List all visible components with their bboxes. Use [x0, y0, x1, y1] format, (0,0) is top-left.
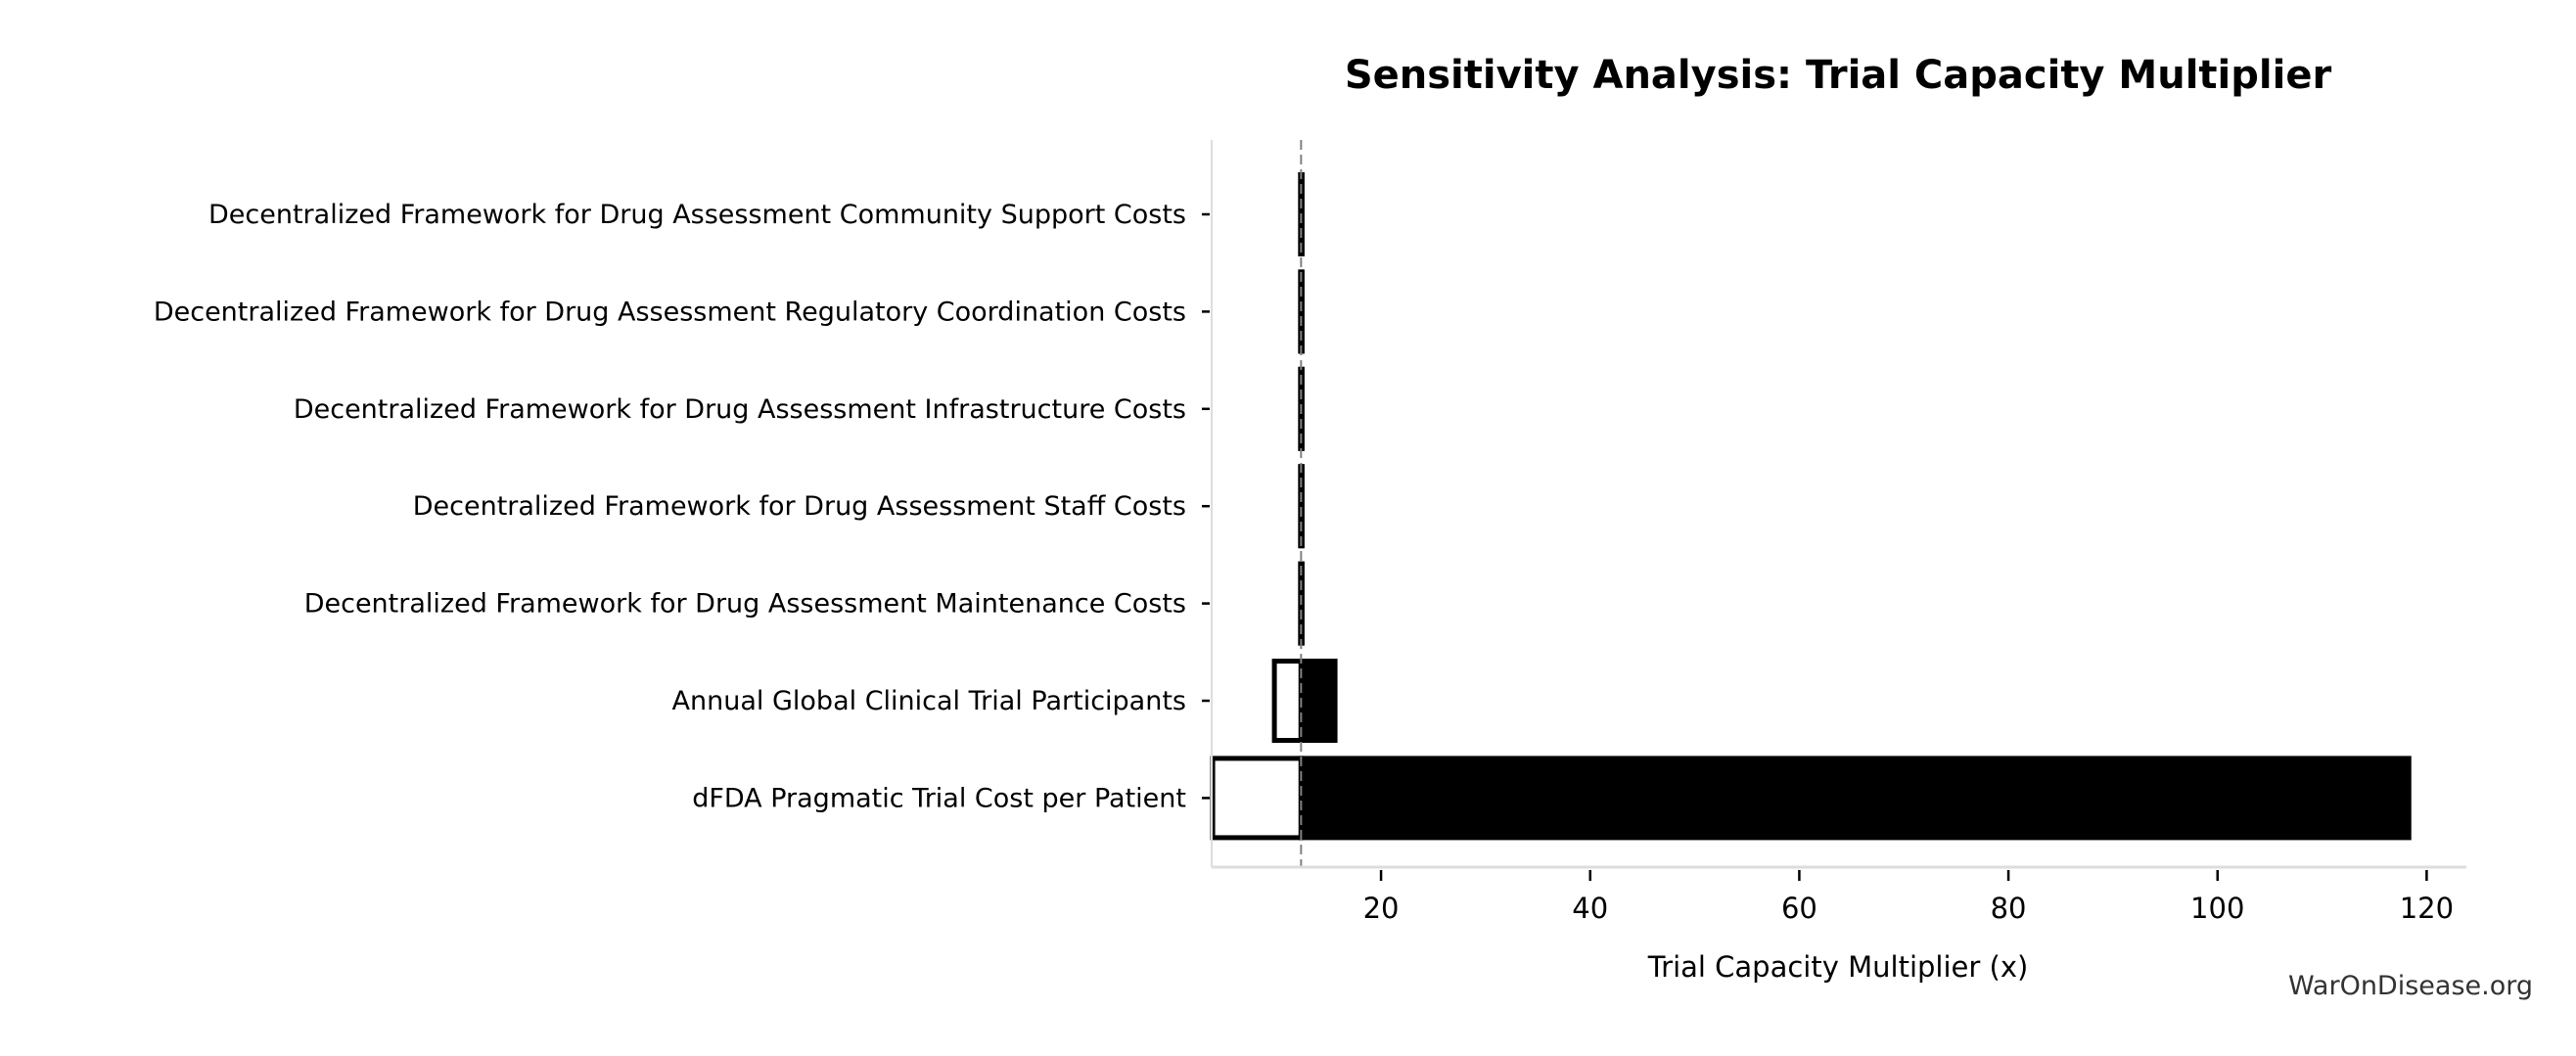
bar-high [1298, 659, 1338, 743]
x-tick-label: 40 [1572, 892, 1608, 925]
y-tick-label: Decentralized Framework for Drug Assessm… [208, 200, 1186, 230]
y-tick-label: Decentralized Framework for Drug Assessm… [304, 589, 1186, 620]
y-axis: Decentralized Framework for Drug Assessm… [154, 140, 1213, 867]
bar-low [1210, 756, 1304, 841]
y-tick-label: Decentralized Framework for Drug Assessm… [413, 491, 1186, 522]
bar-low [1271, 659, 1304, 743]
x-tick-label: 60 [1781, 892, 1817, 925]
x-tick-label: 80 [1991, 892, 2027, 925]
x-tick-label: 120 [2400, 892, 2454, 925]
bar-high [1298, 756, 2412, 841]
x-axis-label: Trial Capacity Multiplier (x) [1647, 950, 2029, 984]
bars-group [1210, 140, 2412, 867]
y-tick-label: Annual Global Clinical Trial Participant… [672, 686, 1186, 716]
x-tick-label: 100 [2190, 892, 2244, 925]
y-tick-label: Decentralized Framework for Drug Assessm… [154, 297, 1186, 327]
x-axis: 20 40 60 80 100 120 [1212, 865, 2466, 925]
x-tick-label: 20 [1363, 892, 1400, 925]
watermark: WarOnDisease.org [2288, 971, 2533, 1001]
chart-title: Sensitivity Analysis: Trial Capacity Mul… [1345, 53, 2332, 98]
y-tick-label: dFDA Pragmatic Trial Cost per Patient [692, 783, 1186, 813]
y-tick-label: Decentralized Framework for Drug Assessm… [294, 394, 1186, 425]
